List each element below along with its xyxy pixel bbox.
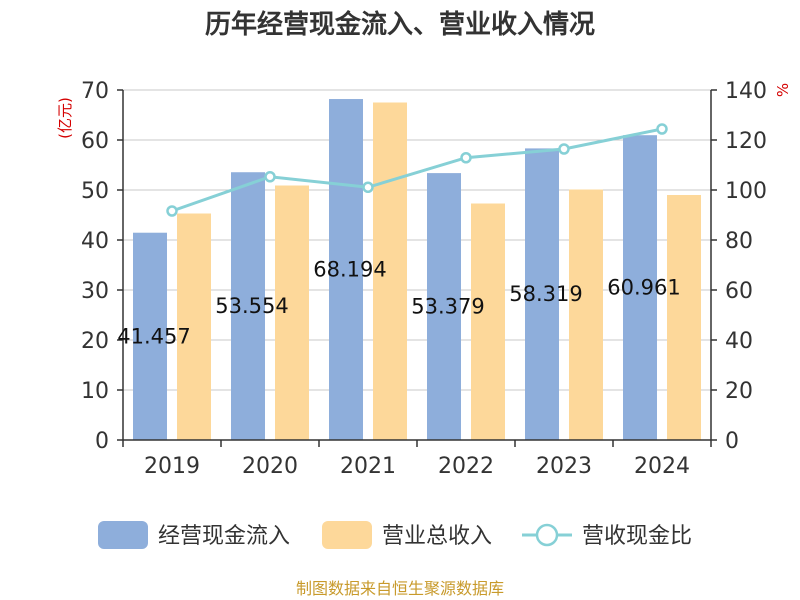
- legend[interactable]: 经营现金流入 营业总收入 营收现金比: [98, 521, 692, 549]
- right-tick-label: 0: [725, 429, 739, 454]
- bar-营业总收入-2023[interactable]: [569, 189, 603, 441]
- left-tick-label: 40: [81, 229, 109, 254]
- axes: 0 10 20 30 40 50 60 70 0 20 40 60 80 100 120 140 2019 202…: [81, 79, 767, 479]
- ratio-line: [171, 127, 663, 213]
- x-tick-label: 2020: [242, 454, 298, 479]
- left-tick-label: 10: [81, 379, 109, 404]
- right-tick-label: 140: [725, 79, 767, 104]
- left-axis-unit: (亿元): [56, 97, 74, 139]
- data-label-layer: 41.457 53.554 68.194 53.379 58.319 60.961: [117, 258, 680, 349]
- ratio-point-2024[interactable]: [656, 123, 668, 135]
- bar-经营现金流入-2023[interactable]: [525, 148, 559, 440]
- left-tick-label: 20: [81, 329, 109, 354]
- left-tick-label: 60: [81, 129, 109, 154]
- legend-label-revenue[interactable]: 营业总收入: [382, 524, 492, 549]
- ratio-point-2021[interactable]: [362, 181, 374, 193]
- bar-经营现金流入-2021[interactable]: [329, 99, 363, 440]
- right-tick-label: 80: [725, 229, 753, 254]
- right-tick-label: 120: [725, 129, 767, 154]
- ratio-point-2019[interactable]: [166, 205, 178, 217]
- bar-营业总收入-2021[interactable]: [373, 102, 407, 441]
- legend-marker-ratio: [535, 523, 559, 547]
- data-label-2020: 53.554: [215, 294, 288, 318]
- ratio-point-2022[interactable]: [460, 152, 472, 164]
- gridlines: [123, 89, 711, 391]
- right-tick-label: 40: [725, 329, 753, 354]
- data-label-2022: 53.379: [411, 295, 484, 319]
- right-tick-label: 100: [725, 179, 767, 204]
- data-label-2021: 68.194: [313, 258, 386, 282]
- bar-营业总收入-2022[interactable]: [471, 203, 505, 441]
- right-axis-unit: %: [774, 83, 792, 97]
- right-tick-label: 60: [725, 279, 753, 304]
- bar-经营现金流入-2020[interactable]: [231, 172, 265, 441]
- x-tick-label: 2024: [634, 454, 690, 479]
- ratio-line-layer: [166, 123, 668, 217]
- source-note: 制图数据来自恒生聚源数据库: [296, 579, 504, 598]
- bar-经营现金流入-2019[interactable]: [133, 232, 167, 440]
- legend-swatch-cash-inflow: [98, 521, 148, 549]
- left-tick-label: 30: [81, 279, 109, 304]
- bar-营业总收入-2020[interactable]: [275, 185, 309, 441]
- bar-营业总收入-2024[interactable]: [667, 195, 701, 440]
- right-tick-label: 20: [725, 379, 753, 404]
- left-tick-label: 0: [95, 429, 109, 454]
- bar-经营现金流入-2024[interactable]: [623, 135, 657, 440]
- bar-经营现金流入-2022[interactable]: [427, 173, 461, 441]
- x-tick-label: 2021: [340, 454, 396, 479]
- data-label-2019: 41.457: [117, 324, 190, 348]
- legend-label-ratio[interactable]: 营收现金比: [582, 524, 692, 549]
- ratio-point-2023[interactable]: [558, 143, 570, 155]
- bar-营业总收入-2019[interactable]: [177, 213, 211, 441]
- legend-label-cash-inflow[interactable]: 经营现金流入: [158, 524, 290, 549]
- x-tick-label: 2022: [438, 454, 494, 479]
- x-tick-label: 2019: [144, 454, 200, 479]
- left-tick-label: 70: [81, 79, 109, 104]
- ratio-point-2020[interactable]: [264, 171, 276, 183]
- chart-title: 历年经营现金流入、营业收入情况: [205, 9, 595, 40]
- left-tick-label: 50: [81, 179, 109, 204]
- legend-swatch-revenue: [322, 521, 372, 549]
- data-label-2023: 58.319: [509, 282, 582, 306]
- data-label-2024: 60.961: [607, 276, 680, 300]
- bar-layer: [133, 99, 701, 441]
- x-tick-label: 2023: [536, 454, 592, 479]
